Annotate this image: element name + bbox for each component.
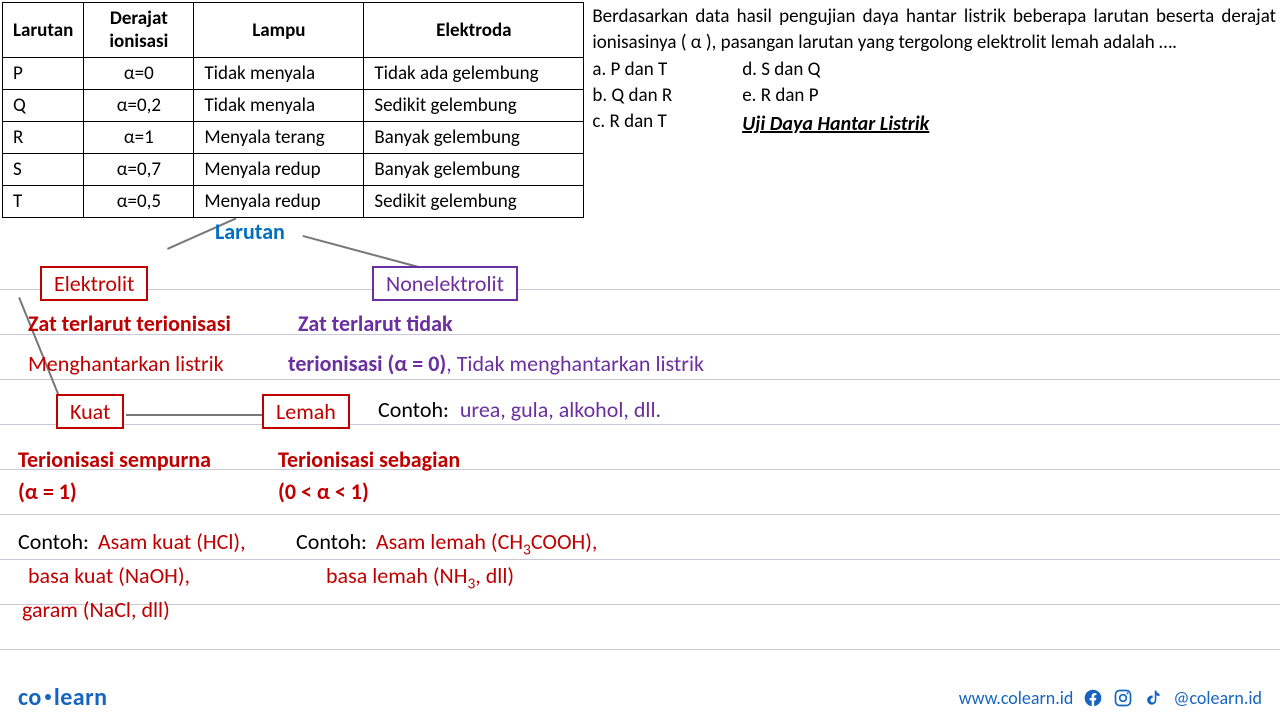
kuat-desc2: (α = 1) (18, 478, 77, 505)
instagram-icon[interactable] (1113, 688, 1133, 708)
elektrolit-line1: Zat terlarut terionisasi (28, 310, 231, 337)
lemah-box: Lemah (262, 394, 350, 429)
nonelektrolit-line1: Zat terlarut tidak (298, 310, 453, 337)
kuat-ex3: garam (NaCl, dll) (22, 596, 170, 623)
lemah-desc2: (0 < α < 1) (278, 478, 369, 505)
nonelektrolit-example: Contoh: urea, gula, alkohol, dll. (378, 396, 661, 423)
connector-line (126, 414, 266, 416)
tiktok-icon[interactable] (1143, 688, 1163, 708)
brand-logo: colearn (18, 683, 108, 712)
elektrolit-box: Elektrolit (40, 266, 148, 301)
lemah-desc1: Terionisasi sebagian (278, 446, 460, 473)
elektrolit-line2: Menghantarkan listrik (28, 350, 224, 377)
root-label: Larutan (215, 218, 285, 245)
website-link[interactable]: www.colearn.id (959, 687, 1074, 709)
nonelektrolit-box: Nonelektrolit (372, 266, 518, 301)
kuat-desc1: Terionisasi sempurna (18, 446, 211, 473)
kuat-ex2: basa kuat (NaOH), (28, 562, 190, 589)
diagram-area: Larutan Elektrolit Zat terlarut terionis… (0, 0, 1280, 720)
nonelektrolit-line2: terionisasi (α = 0), Tidak menghantarkan… (288, 350, 704, 377)
social-block: www.colearn.id @colearn.id (959, 687, 1262, 709)
social-handle: @colearn.id (1173, 687, 1262, 709)
facebook-icon[interactable] (1083, 688, 1103, 708)
kuat-example: Contoh: Asam kuat (HCl), (18, 528, 246, 555)
lemah-ex2: basa lemah (NH3, dll) (326, 562, 514, 593)
connector-line (303, 235, 429, 270)
kuat-box: Kuat (56, 394, 124, 429)
footer: colearn www.colearn.id @colearn.id (18, 683, 1262, 712)
lemah-example: Contoh: Asam lemah (CH3COOH), (296, 528, 597, 559)
